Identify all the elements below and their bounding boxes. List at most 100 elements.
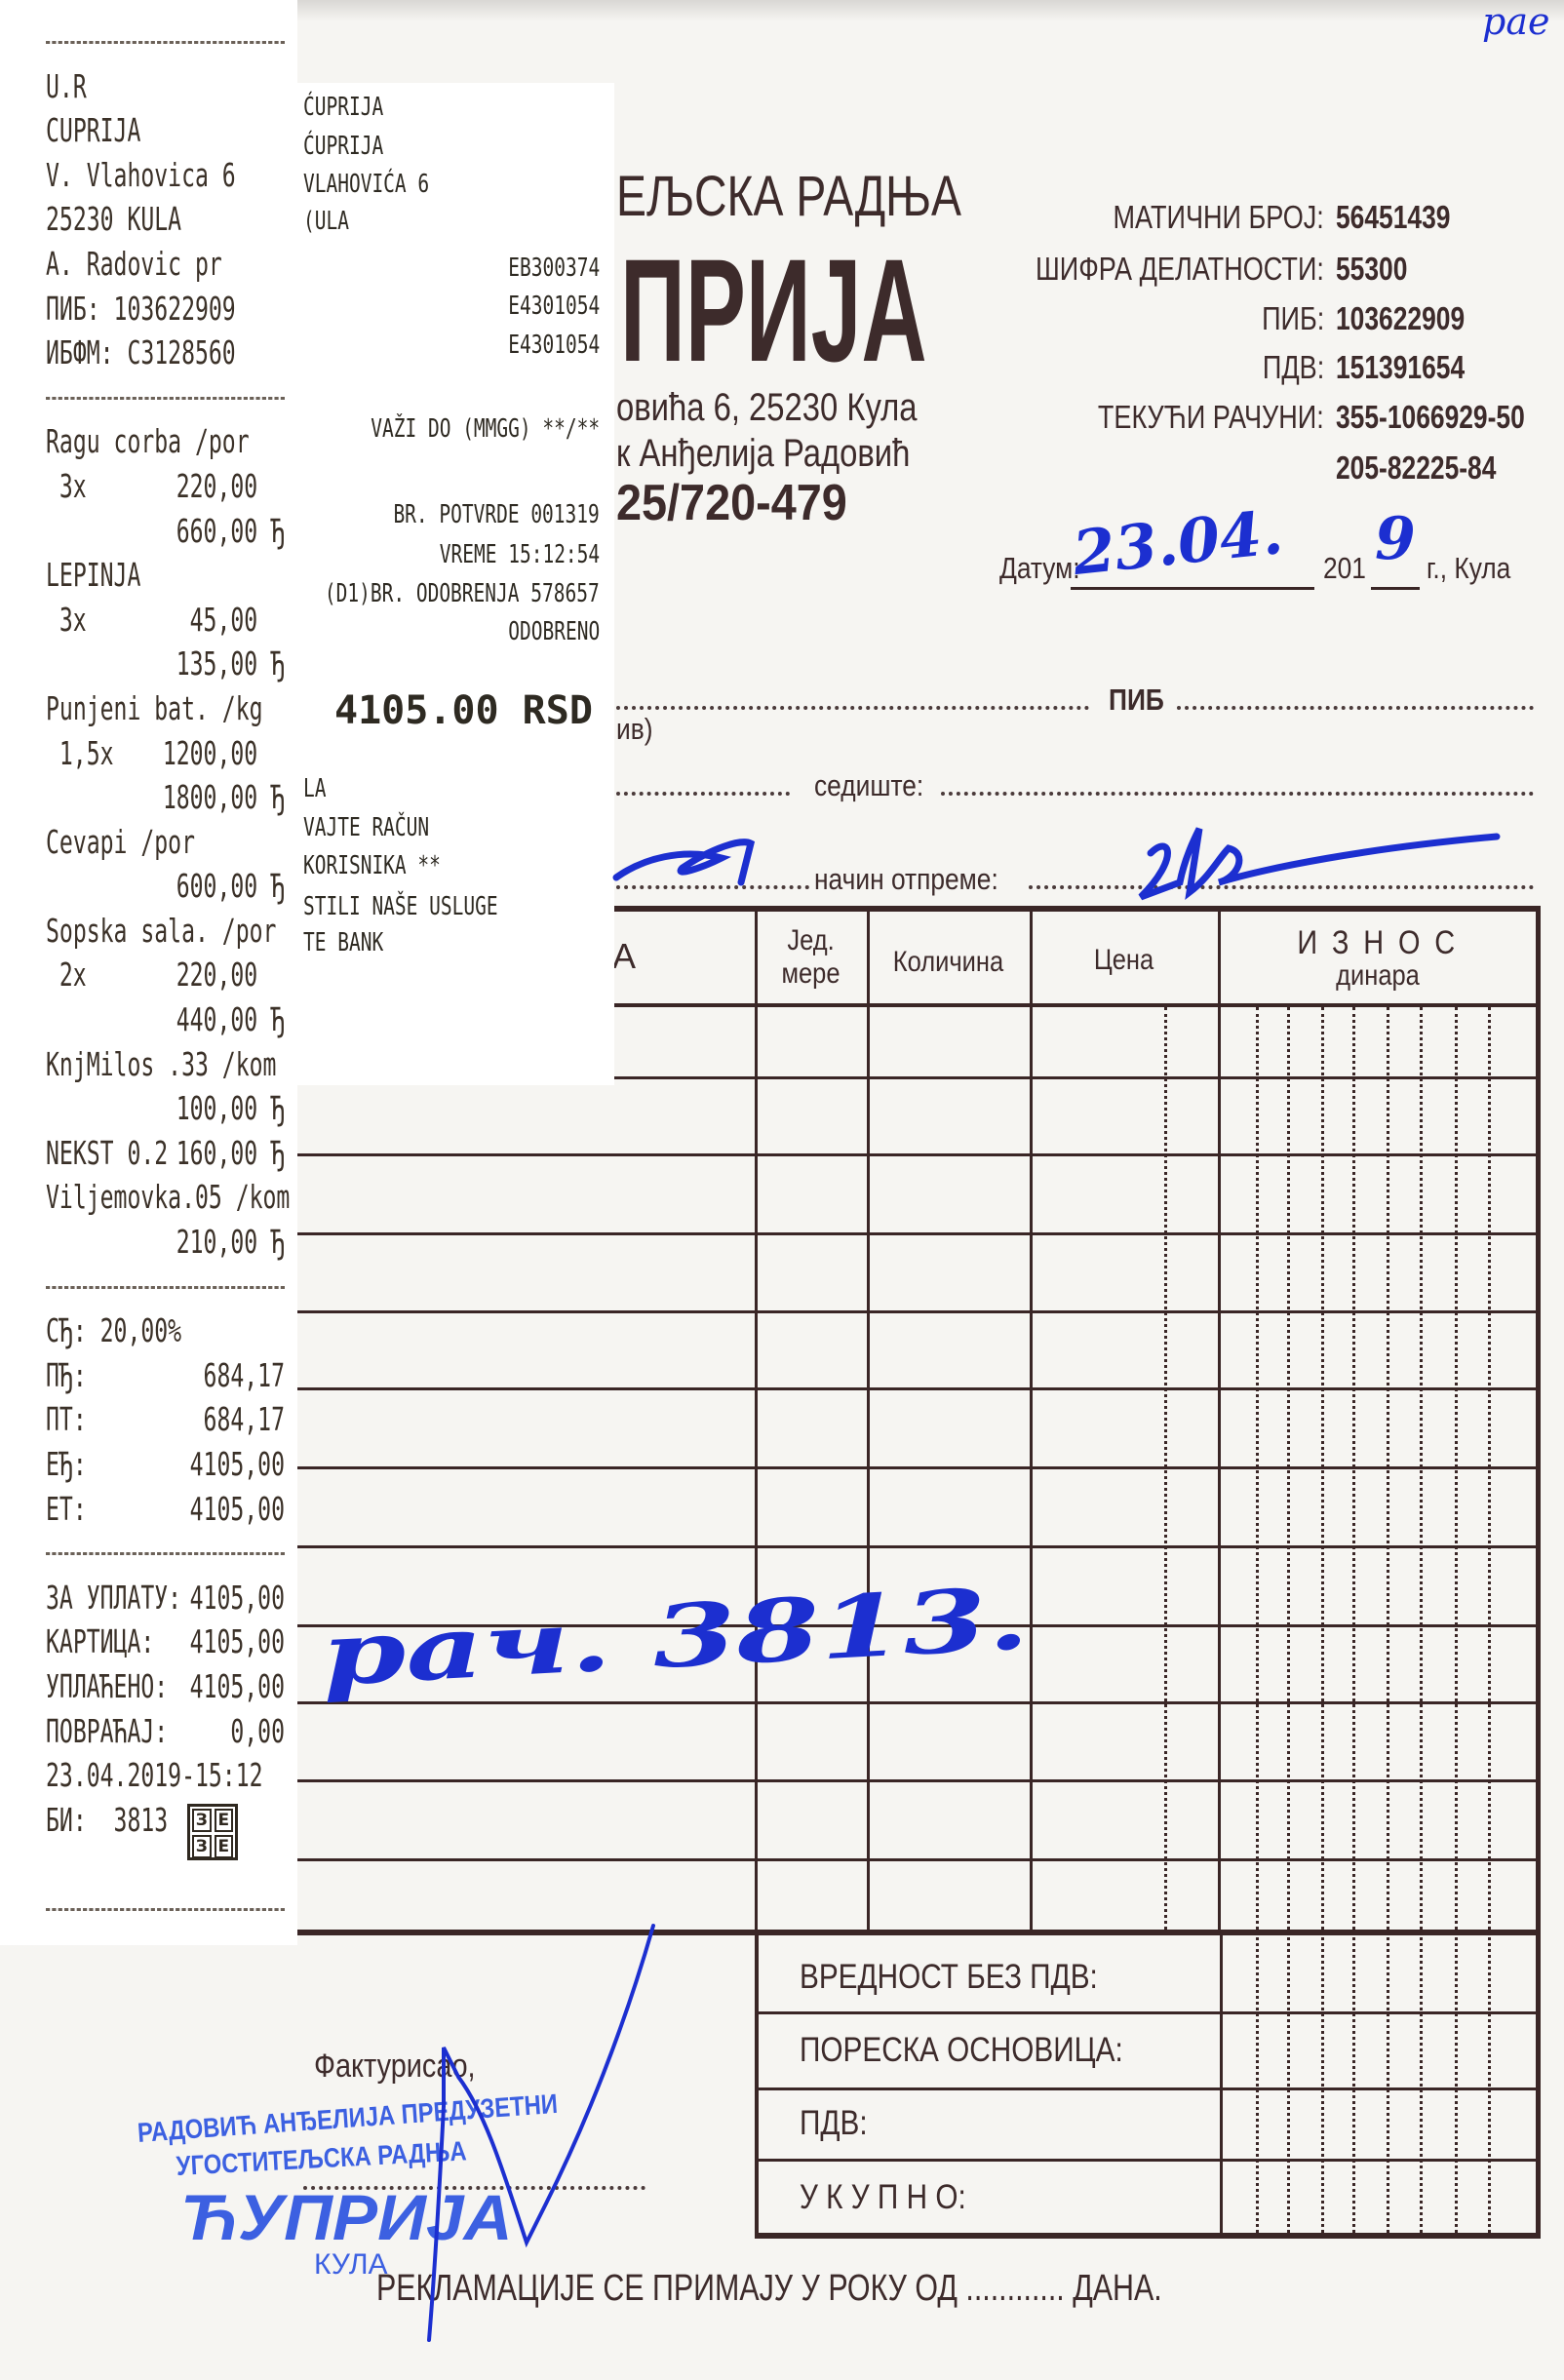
tax-row: ЕЂ: 4105,00	[46, 1442, 285, 1487]
item-qty: 3x	[59, 466, 87, 505]
confirmation-number: BR. POTVRDE 001319	[393, 500, 600, 529]
tax-value: 684,17	[203, 1355, 285, 1394]
payment-row: ПОВРАЋАЈ: 0,00	[46, 1709, 285, 1754]
shipping-field	[1029, 885, 1534, 889]
item-name: Sopska sala. /por	[46, 911, 277, 950]
table-top-border	[614, 906, 1541, 912]
item-name: Punjeni bat. /kg	[46, 688, 263, 727]
tax-label: ЕТ:	[46, 1489, 87, 1528]
bi-value: 3813	[113, 1800, 169, 1839]
info-value: 55300	[1336, 251, 1408, 287]
item-name: KnjMilos .33 /kom	[46, 1044, 277, 1083]
buyer-pib-label: ПИБ	[1109, 683, 1164, 717]
summary-row-line	[755, 2011, 1539, 2014]
th-price: Цена	[1093, 944, 1154, 976]
complaints-notice: РЕКЛАМАЦИЈЕ СЕ ПРИМАЈУ У РОКУ ОД .......…	[376, 2268, 1162, 2309]
date-label: Датум:	[999, 551, 1080, 585]
info-value: 205-82225-84	[1336, 449, 1497, 486]
payment-row: УПЛАЋЕНО: 4105,00	[46, 1664, 285, 1709]
info-label: МАТИЧНИ БРОЈ:	[1113, 199, 1324, 235]
info-value: 103622909	[1336, 300, 1466, 336]
amount-digit-guide	[1488, 1937, 1491, 2233]
tax-mark: Ђ	[271, 1223, 285, 1262]
separator	[46, 1531, 285, 1576]
separator	[46, 1265, 285, 1309]
business-phone: 25/720-479	[616, 475, 847, 531]
th-amount-line2: динара	[1336, 959, 1420, 992]
item-total: 440,00 Ђ	[176, 997, 285, 1042]
payment-row: ЗА УПЛАТУ: 4105,00	[46, 1576, 285, 1620]
logo-letter: З	[192, 1809, 212, 1832]
payment-value: 4105,00	[189, 1578, 285, 1617]
item-name: LEPINJA	[46, 556, 141, 595]
terminal-id: E4301054	[508, 331, 600, 360]
handwritten-year: 9	[1375, 505, 1416, 573]
handwritten-date: 23.04.	[1069, 495, 1286, 590]
ibfm-value: C3128560	[127, 333, 236, 372]
payment-label: ЗА УПЛАТУ:	[46, 1578, 182, 1617]
slip-footer-line: LA	[303, 774, 327, 803]
th-unit-line2: мере	[781, 957, 841, 990]
business-name: ПРИЈА	[620, 228, 927, 392]
separator	[46, 1887, 285, 1931]
item-total-row: 660,00 Ђ	[46, 509, 285, 554]
business-address: овића 6, 25230 Кула	[616, 386, 918, 429]
item-total: 160,00 Ђ	[176, 1131, 285, 1176]
table-row-line	[297, 1466, 1540, 1469]
payment-value: 4105,00	[189, 1666, 285, 1705]
tax-value: 684,17	[203, 1400, 285, 1439]
amount-digit-guide	[1321, 1937, 1324, 2233]
stamp-line4: КУЛА	[314, 2248, 388, 2281]
approval-number: (D1)BR. ODOBRENJA 578657	[325, 579, 600, 608]
item-qty-price: 2x 220,00	[46, 953, 285, 997]
tax-value: 4105,00	[189, 1445, 285, 1483]
logo-letter: Е	[214, 1835, 233, 1858]
tax-rate-label: СЂ:	[46, 1311, 87, 1350]
receipt-bi: БИ: 3813	[46, 1798, 285, 1843]
table-column-line	[867, 908, 870, 1931]
scan-shadow	[0, 0, 1564, 21]
amount-digit-guide	[1387, 1007, 1389, 1930]
item-qty: 1,5x	[59, 733, 114, 772]
item-total-row: 440,00 Ђ	[46, 997, 285, 1042]
tax-label: ПЂ:	[46, 1355, 87, 1394]
buyer-label-fragment: ив)	[616, 712, 653, 746]
item-price: 220,00	[176, 956, 258, 995]
table-right-border	[1536, 906, 1541, 2237]
item-qty-price: 3x 45,00	[46, 598, 285, 643]
receipt-ibfm: ИБФМ: C3128560	[46, 331, 285, 375]
stamp-line3: ЋУПРИЈА	[180, 2181, 513, 2253]
item-total-row: 100,00 Ђ	[46, 1086, 285, 1131]
seat-field	[941, 792, 1534, 796]
payment-label: КАРТИЦА:	[46, 1622, 155, 1661]
table-body-bottom	[297, 1930, 1540, 1935]
table-row-line	[297, 1701, 1540, 1704]
item-name: Ragu corba /por	[46, 422, 250, 461]
amount-digit-guide	[1420, 1007, 1423, 1930]
tax-row: ПТ: 684,17	[46, 1397, 285, 1442]
valid-until: VAŽI DO (MMGG) **/**	[371, 414, 600, 444]
tax-mark: Ђ	[271, 1000, 285, 1039]
ibfm-label: ИБФМ:	[46, 333, 114, 372]
amount-digit-guide	[1455, 1007, 1458, 1930]
tax-label: ПТ:	[46, 1400, 87, 1439]
fiscal-receipt: U.R CUPRIJA V. Vlahovica 6 25230 KULA A.…	[0, 0, 297, 1945]
table-row-line	[297, 1310, 1540, 1313]
receipt-lines: U.R CUPRIJA V. Vlahovica 6 25230 KULA A.…	[46, 20, 290, 1931]
date-underline	[1071, 587, 1314, 590]
payment-label: ПОВРАЋАЈ:	[46, 1711, 169, 1750]
item-qty: 3x	[59, 600, 87, 639]
item-qty: 2x	[59, 956, 87, 995]
info-value: 56451439	[1336, 199, 1451, 235]
th-amount-line1: И З Н О С	[1297, 924, 1459, 961]
amount-digit-guide	[1256, 1007, 1259, 1930]
shipping-label: начин отпреме:	[814, 862, 998, 896]
th-unit: Јед. мере	[763, 924, 859, 991]
amount-digit-guide	[1287, 1007, 1290, 1930]
item-total-value: 160,00	[176, 1133, 258, 1172]
summary-vat-label: ПДВ:	[800, 2104, 868, 2142]
slip-footer-line: VAJTE RAČUN	[303, 813, 430, 842]
table-column-line	[1030, 908, 1033, 1931]
separator	[46, 375, 285, 420]
tax-mark: Ђ	[271, 1089, 285, 1128]
